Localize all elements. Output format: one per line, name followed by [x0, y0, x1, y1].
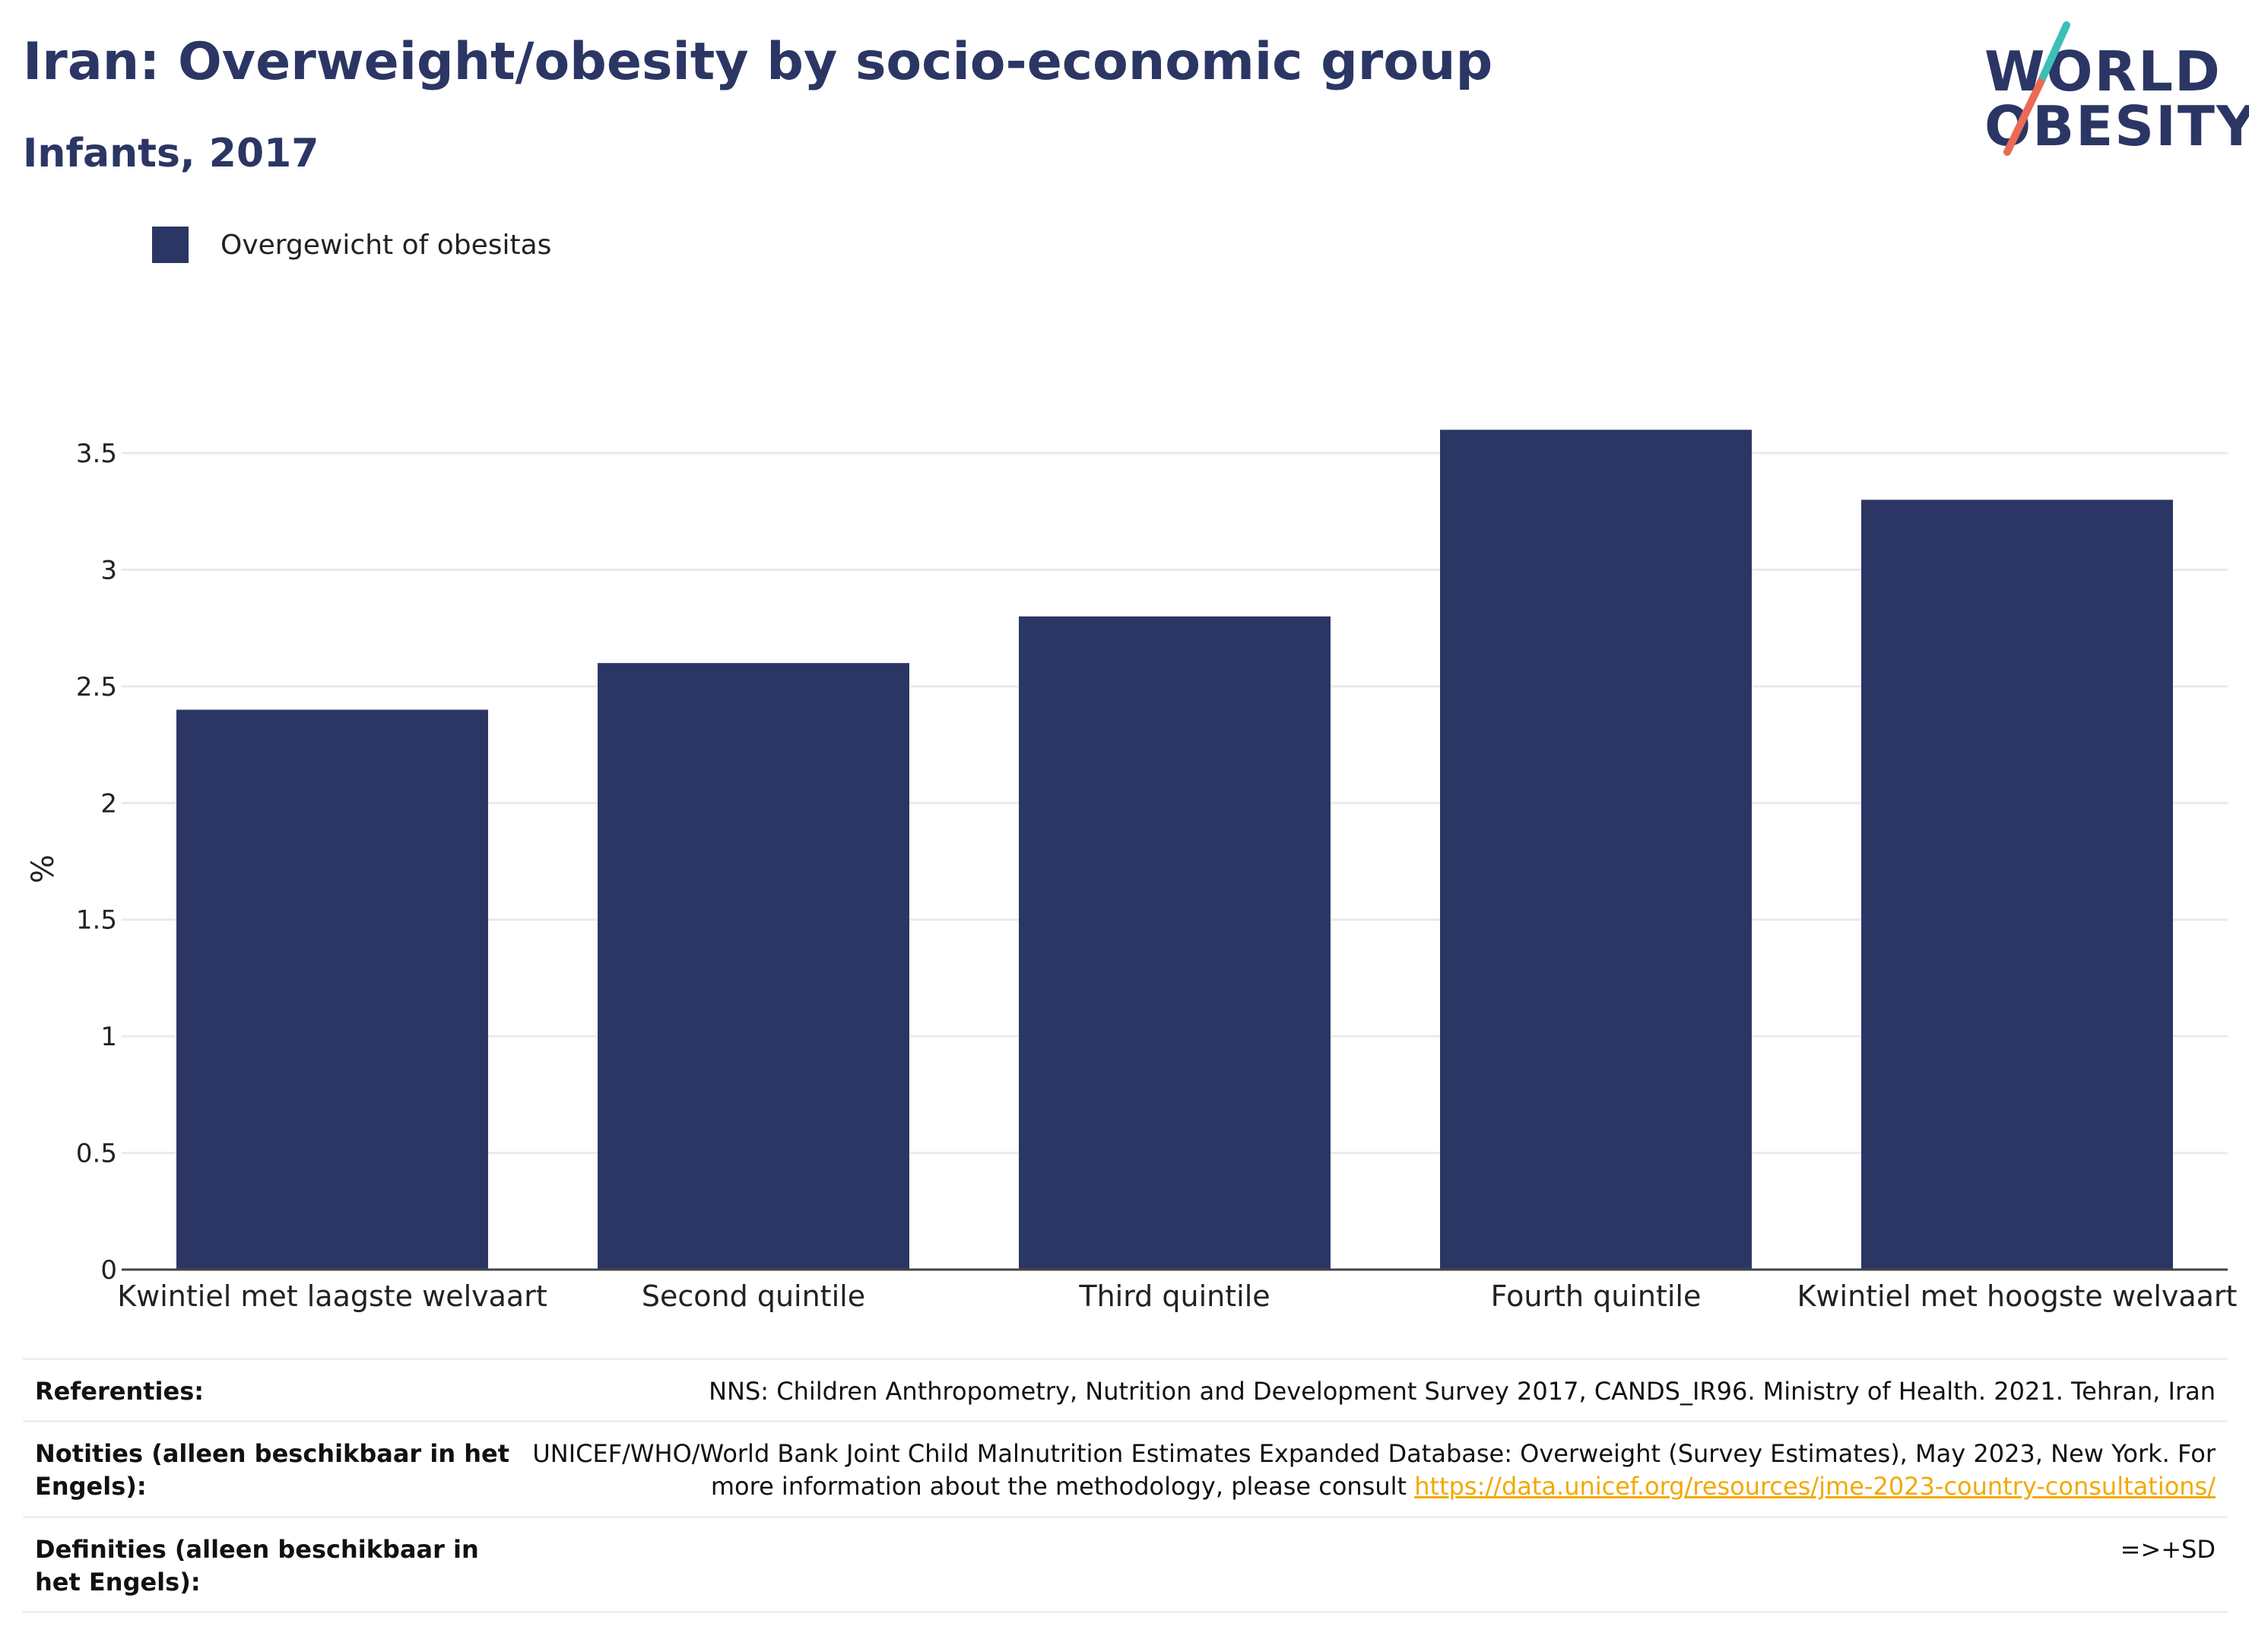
y-tick-label: 1.5	[76, 905, 117, 936]
y-tick-label: 0.5	[76, 1139, 117, 1169]
y-tick-label: 2.5	[76, 672, 117, 702]
bar	[1440, 430, 1752, 1270]
definitions-value: =>+SD	[2120, 1534, 2216, 1564]
reference-row-referenties: Referenties: NNS: Children Anthropometry…	[23, 1358, 2228, 1420]
y-tick-label: 0	[100, 1255, 117, 1286]
reference-value: NNS: Children Anthropometry, Nutrition a…	[709, 1377, 2216, 1406]
bar	[598, 663, 909, 1270]
y-tick-label: 2	[100, 788, 117, 819]
bar	[1861, 499, 2173, 1270]
logo-line1: WORLD	[1984, 40, 2222, 103]
world-obesity-logo: WORLD OBESITY	[1984, 21, 2249, 158]
legend-label: Overgewicht of obesitas	[220, 230, 552, 261]
x-tick-label: Second quintile	[642, 1279, 865, 1313]
reference-row-notities: Notities (alleen beschikbaar in het Enge…	[23, 1420, 2228, 1515]
bar	[1019, 616, 1331, 1270]
page-subtitle: Infants, 2017	[23, 131, 319, 176]
y-tick-label: 1	[100, 1022, 117, 1052]
x-tick-label: Kwintiel met hoogste welvaart	[1797, 1279, 2238, 1313]
y-tick-label: 3.5	[76, 439, 117, 469]
y-tick-label: 3	[100, 555, 117, 585]
notes-text: UNICEF/WHO/World Bank Joint Child Malnut…	[532, 1439, 2216, 1501]
logo-slash-icon	[2003, 21, 2070, 156]
bar-chart: 0 0.5 1 1.5 2 2.5 3 3.5% Kwintiel met laagste we…	[26, 430, 2238, 1313]
methodology-link[interactable]: https://data.unicef.org/resources/jme-20…	[1414, 1472, 2216, 1501]
legend-swatch	[152, 227, 189, 263]
definitions-label: Definities (alleen beschikbaar in het En…	[35, 1534, 479, 1597]
notes-label: Notities (alleen beschikbaar in het Enge…	[35, 1439, 510, 1501]
reference-label: Referenties:	[35, 1377, 205, 1406]
reference-row-definities: Definities (alleen beschikbaar in het En…	[23, 1515, 2228, 1613]
notes-value: UNICEF/WHO/World Bank Joint Child Malnut…	[528, 1438, 2216, 1503]
bar	[176, 709, 488, 1270]
x-tick-label: Third quintile	[1078, 1279, 1270, 1313]
x-tick-label: Kwintiel met laagste welvaart	[117, 1279, 547, 1313]
x-tick-label: Fourth quintile	[1491, 1279, 1702, 1313]
y-axis-label: %	[26, 855, 61, 883]
page-title: Iran: Overweight/obesity by socio-econom…	[23, 32, 1493, 92]
references-table: Referenties: NNS: Children Anthropometry…	[23, 1358, 2228, 1613]
